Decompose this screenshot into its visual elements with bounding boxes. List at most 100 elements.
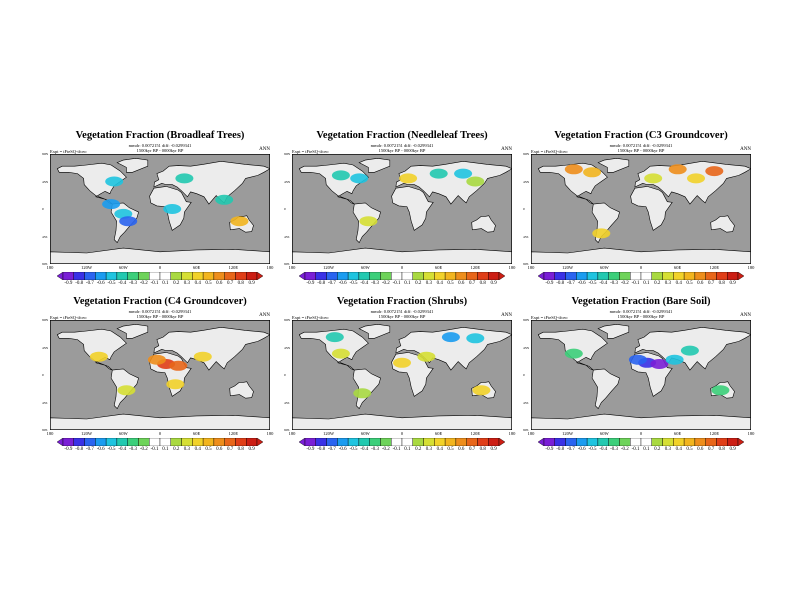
- colorbar-label: -0.8: [317, 447, 326, 452]
- lon-tick: 0: [639, 431, 643, 436]
- colorbar-swatch: [423, 272, 435, 280]
- anomaly-patch: [429, 168, 448, 179]
- colorbar-swatch: [716, 272, 728, 280]
- colorbar-swatch: [391, 438, 403, 446]
- panel-period: 1500kyr BP - 0000kyr BP: [136, 314, 184, 319]
- colorbar-swatch: [412, 272, 424, 280]
- colorbar-swatch: [683, 272, 696, 280]
- lon-tick: 180: [288, 431, 296, 436]
- colorbar-swatch: [337, 438, 349, 446]
- anomaly-patch: [331, 170, 350, 181]
- colorbar-label: -0.7: [85, 281, 94, 286]
- panel-stats: mmdr: 0.0072151 diff: -0.0299341: [370, 309, 434, 314]
- lat-tick: 0: [523, 207, 525, 211]
- colorbar-label: 0.9: [490, 447, 497, 452]
- continent-antarctica: [292, 247, 512, 264]
- colorbar-label: -0.5: [588, 447, 597, 452]
- panel-period: 1500kyr BP - 0000kyr BP: [378, 148, 426, 153]
- lon-axis: 180 120W 60W 0 60E 120E 180: [47, 431, 274, 439]
- colorbar-swatch: [716, 438, 728, 446]
- colorbar-swatch: [673, 438, 685, 446]
- colorbar-label: -0.7: [327, 447, 336, 452]
- colorbar-swatch: [138, 272, 150, 280]
- colorbar-label: -0.6: [338, 281, 347, 286]
- anomaly-patch: [399, 173, 418, 184]
- colorbar-swatch: [455, 272, 467, 280]
- colorbar-label: 0.7: [226, 281, 234, 286]
- colorbar-label: -0.4: [118, 281, 127, 286]
- panel-season: ANN: [501, 313, 512, 318]
- colorbar-label: -0.9: [64, 447, 73, 452]
- colorbar-swatch: [586, 438, 599, 446]
- colorbar-swatch: [444, 272, 457, 280]
- colorbar-label: 0.8: [479, 281, 486, 286]
- colorbar-label: 0.2: [415, 281, 422, 286]
- colorbar-swatch: [683, 438, 696, 446]
- colorbar-extension: [256, 438, 263, 446]
- colorbar-swatch: [543, 272, 555, 280]
- panel-expt: Expt = tFteSQ-tfceo: [50, 149, 87, 154]
- colorbar-swatch: [105, 438, 118, 446]
- panel-season: ANN: [501, 147, 512, 152]
- colorbar-label: -0.8: [75, 281, 84, 286]
- colorbar-swatch: [192, 438, 204, 446]
- colorbar-label: -0.2: [139, 447, 148, 452]
- map-canvas: [531, 320, 751, 430]
- anomaly-patch: [711, 385, 730, 396]
- continent-antarctica: [531, 247, 751, 264]
- colorbar-swatch: [315, 438, 327, 446]
- colorbar-swatch: [651, 438, 663, 446]
- continent-antarctica: [50, 247, 270, 264]
- anomaly-patch: [644, 173, 663, 184]
- colorbar-label: -0.5: [349, 447, 358, 452]
- panel-period: 1500kyr BP - 0000kyr BP: [617, 148, 665, 153]
- colorbar-swatch: [213, 272, 225, 280]
- colorbar-swatch: [391, 272, 403, 280]
- lat-tick: 45N: [284, 345, 291, 350]
- colorbar-label: -0.3: [129, 281, 138, 286]
- map-canvas: [50, 320, 270, 430]
- anomaly-patch: [393, 357, 411, 368]
- panel-title: Vegetation Fraction (Bare Soil): [571, 296, 711, 307]
- colorbar-swatch: [597, 438, 609, 446]
- colorbar-swatch: [640, 272, 652, 280]
- lon-tick: 0: [400, 431, 404, 436]
- colorbar-swatch: [116, 438, 128, 446]
- panel-title: Vegetation Fraction (Shrubs): [336, 296, 468, 307]
- lon-axis: 180 120W 60W 0 60E 120E 180: [289, 265, 516, 273]
- lon-tick: 120W: [562, 431, 574, 436]
- continent-greenland: [358, 157, 391, 173]
- colorbar-extension: [57, 272, 64, 280]
- colorbar-swatch: [192, 272, 204, 280]
- anomaly-patch: [163, 204, 182, 214]
- colorbar-swatch: [149, 272, 161, 280]
- lon-tick: 60E: [435, 265, 443, 270]
- anomaly-patch: [215, 194, 234, 205]
- continent-europe-asia: [153, 160, 270, 205]
- lat-tick: 90S: [284, 428, 290, 432]
- colorbar-label: -0.9: [306, 281, 315, 286]
- colorbar-label: 0.4: [675, 281, 682, 286]
- colorbar-label: -0.2: [620, 281, 629, 286]
- colorbar-extension: [299, 438, 306, 446]
- colorbar-label: -0.3: [371, 447, 380, 452]
- map-canvas: [50, 154, 270, 264]
- lon-axis: 180 120W 60W 0 60E 120E 180: [528, 265, 755, 273]
- colorbar-label: -0.6: [96, 447, 105, 452]
- colorbar-label: 0.3: [183, 447, 191, 452]
- colorbar-label: -0.8: [75, 447, 84, 452]
- colorbar: [538, 438, 744, 446]
- colorbar-label: -0.9: [545, 447, 554, 452]
- map-frame: [531, 154, 751, 264]
- colorbar-label: 0.3: [664, 447, 672, 452]
- colorbar-swatch: [455, 438, 467, 446]
- lat-tick: 0: [284, 207, 286, 211]
- colorbar-swatch: [619, 272, 631, 280]
- colorbar-labels: -0.9 -0.8 -0.7 -0.6 -0.5 -0.4 -0.3 -0.2 -0.1 0.1 0…: [538, 281, 744, 289]
- colorbar-labels: -0.9 -0.8 -0.7 -0.6 -0.5 -0.4 -0.3 -0.2 -0.1 0.1 0…: [57, 281, 263, 289]
- colorbar-swatch: [73, 272, 85, 280]
- colorbar: [538, 272, 744, 280]
- colorbar-swatch: [466, 438, 478, 446]
- colorbar-label: 0.2: [415, 447, 422, 452]
- colorbar-swatch: [694, 438, 706, 446]
